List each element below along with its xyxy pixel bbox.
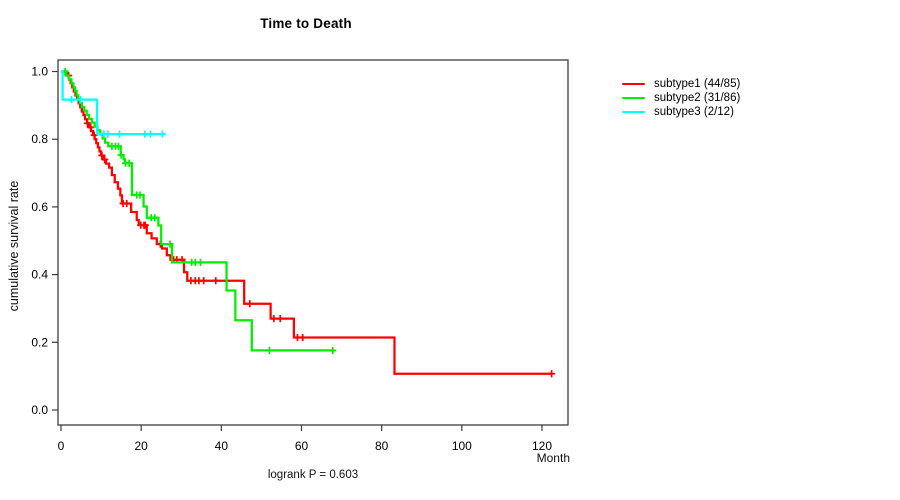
legend: subtype1 (44/85) subtype2 (31/86) subtyp… [622,77,740,119]
series-2-curve [61,67,337,355]
series-3-censor-marks [67,95,167,138]
y-tick-label: 0.4 [31,268,48,282]
series-3-curve [61,70,167,138]
series-1-censor-marks [65,71,556,378]
x-axis-ticks: 0 20 40 60 80 100 120 [58,425,552,453]
legend-label: subtype1 (44/85) [654,78,741,90]
legend-item-subtype3: subtype3 (2/12) [622,105,740,119]
legend-line-swatch-red [622,82,645,86]
series-1-curve [61,70,556,378]
y-tick-label: 0.2 [31,335,48,349]
y-tick-label: 0.8 [31,132,48,146]
x-tick-label: 120 [532,439,552,453]
x-tick-label: 100 [452,439,472,453]
x-tick-label: 80 [375,439,389,453]
x-tick-label: 0 [58,439,65,453]
logrank-annotation: logrank P = 0.603 [267,469,359,481]
legend-item-subtype1: subtype1 (44/85) [622,77,740,91]
legend-label: subtype2 (31/86) [654,92,741,104]
y-tick-label: 1.0 [31,65,48,79]
legend-label: subtype3 (2/12) [654,106,734,118]
y-tick-label: 0.0 [31,403,48,417]
legend-line-swatch-green [622,96,645,100]
legend-item-subtype2: subtype2 (31/86) [622,91,740,105]
y-axis-ticks: 1.0 0.8 0.6 0.4 0.2 0.0 [31,65,58,417]
y-tick-label: 0.6 [31,200,48,214]
plot-box [57,59,569,426]
chart-title: Time to Death [260,16,352,31]
series-2-censor-marks [61,67,337,355]
legend-line-swatch-cyan [622,110,645,114]
x-tick-label: 40 [215,439,229,453]
x-tick-label: 60 [295,439,309,453]
x-axis-unit-label: Month [536,451,570,465]
x-tick-label: 20 [134,439,148,453]
